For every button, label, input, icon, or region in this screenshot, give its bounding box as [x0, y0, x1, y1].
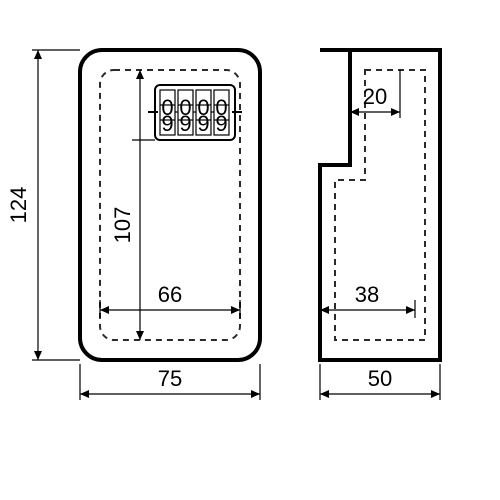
svg-text:9: 9 [197, 111, 209, 136]
dim-20-label: 20 [363, 84, 387, 109]
svg-text:9: 9 [161, 111, 173, 136]
dim-124-label: 124 [6, 187, 31, 224]
dim-107-label: 107 [110, 207, 135, 244]
dim-50-label: 50 [368, 366, 392, 391]
svg-text:9: 9 [179, 111, 191, 136]
side-view: 20 38 50 [320, 50, 440, 400]
dial-digits: 0 0 0 0 9 9 9 9 [161, 95, 227, 136]
technical-drawing: 0 0 0 0 9 9 9 9 124 107 66 75 20 38 50 [0, 0, 500, 500]
svg-text:9: 9 [215, 111, 227, 136]
dim-38-label: 38 [355, 282, 379, 307]
dim-75-label: 75 [158, 366, 182, 391]
dim-66-label: 66 [158, 282, 182, 307]
front-view: 0 0 0 0 9 9 9 9 124 107 66 75 [6, 50, 260, 400]
